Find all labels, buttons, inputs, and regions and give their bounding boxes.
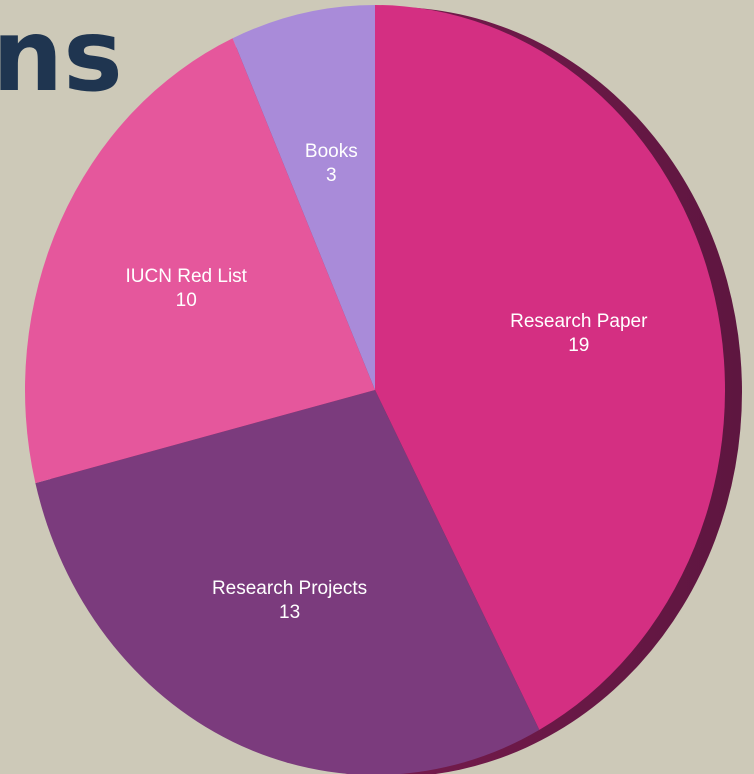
pie-slice: [375, 5, 725, 730]
slice-value: 13: [279, 602, 300, 623]
pie-slice: [35, 390, 540, 774]
pie-slice: [24, 38, 375, 484]
slice-label: Books: [305, 141, 358, 162]
slice-value: 10: [176, 290, 197, 311]
slice-label: IUCN Red List: [126, 266, 248, 287]
slice-label: Research Paper: [510, 311, 648, 332]
chart-title: ns: [0, 0, 123, 114]
slice-value: 3: [326, 165, 337, 186]
slice-value: 19: [568, 335, 589, 356]
pie-slice: [232, 5, 375, 390]
slice-label: Research Projects: [212, 578, 367, 599]
